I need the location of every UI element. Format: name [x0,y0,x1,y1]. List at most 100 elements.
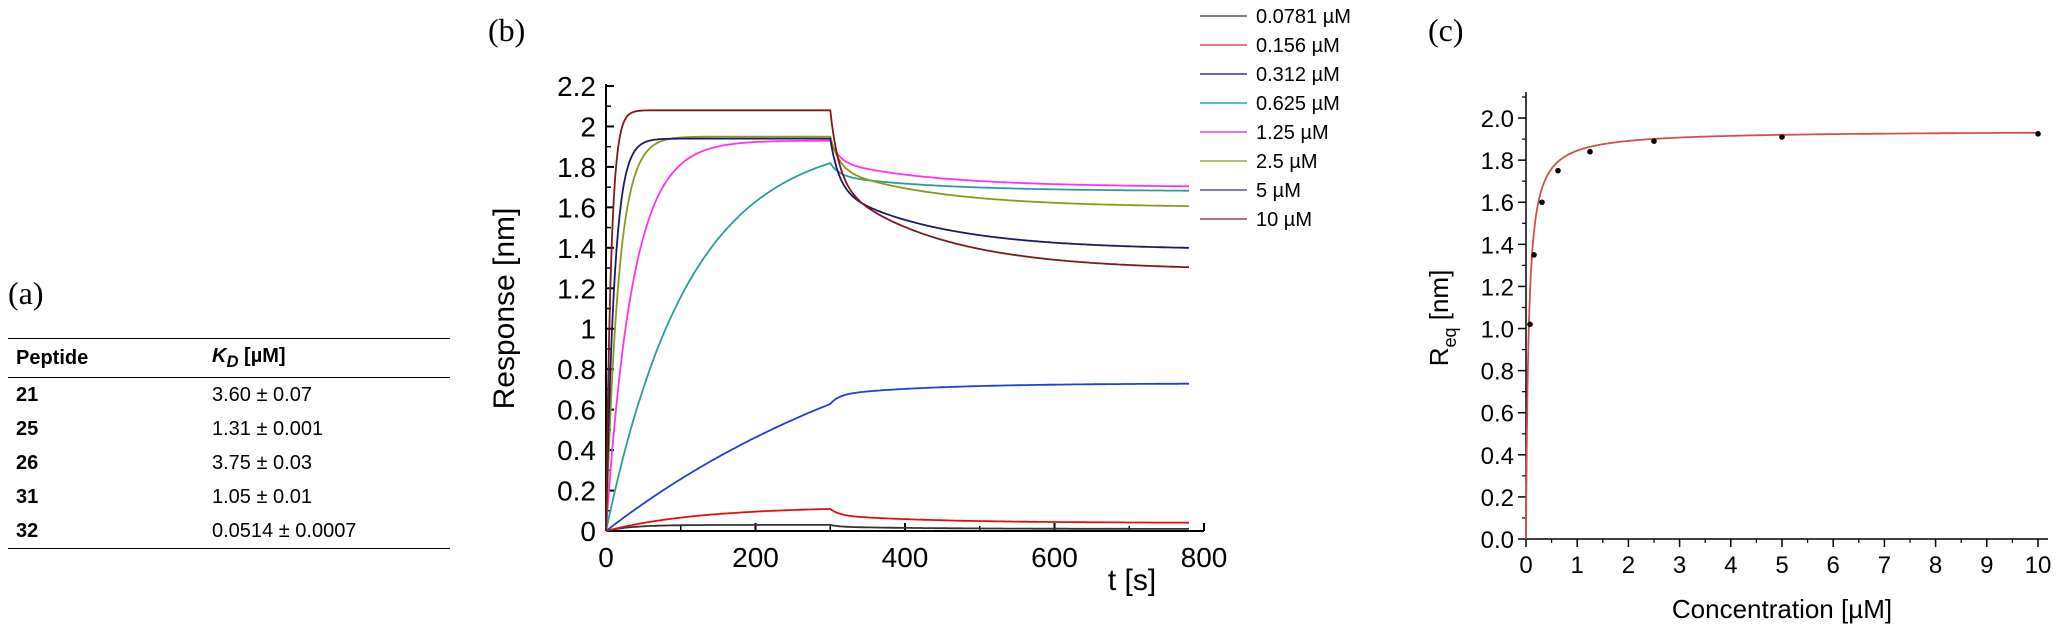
x-tick-label: 800 [1181,542,1228,573]
data-point [1779,134,1785,140]
panel-label-b: (b) [488,12,526,48]
legend-label: 1.25 µM [1256,122,1329,144]
x-tick-label: 9 [1980,552,1993,579]
y-tick-label: 2.2 [557,71,596,102]
cell-peptide: 21 [16,383,39,406]
y-tick-label: 0.2 [1481,485,1514,512]
y-tick-label: 0.0 [1481,527,1514,554]
y-tick-label: 0.8 [557,354,596,385]
legend: 0.0781 µM 0.156 µM 0.312 µM 0.625 µM 1.25 µM… [1200,6,1351,231]
cell-kd: 3.60 ± 0.07 [212,383,312,406]
header-kd-symbol: K [212,344,227,367]
legend-label: 0.156 µM [1256,35,1340,57]
panel-label-a: (a) [8,275,44,311]
cell-kd: 1.31 ± 0.001 [212,417,324,440]
y-tick-label: 0.6 [1481,401,1514,428]
y-tick-label: 1.2 [1481,274,1514,301]
series-line-7 [605,109,1189,532]
y-axis-label: Req [nm] [1424,270,1460,367]
x-axis-label: Concentration [µM] [1672,594,1892,624]
series-line-0 [605,524,1189,532]
y-tick-label: 1.2 [557,273,596,304]
data-point [1587,148,1593,155]
table-row: 21 3.60 ± 0.07 [8,378,450,413]
x-tick-label: 400 [882,542,929,573]
table-row: 25 1.31 ± 0.001 [8,412,450,446]
y-tick-label: 1.4 [1481,232,1514,259]
y-tick-label: 2 [580,111,596,142]
x-tick-label: 5 [1775,552,1788,579]
y-axis-label-unit: [nm] [1424,270,1454,328]
series-line-3 [605,162,1189,532]
cell-kd: 1.05 ± 0.01 [212,485,312,508]
data-point [1539,199,1545,206]
legend-label: 10 µM [1256,209,1312,231]
x-axis-label-end: ] [1885,594,1892,624]
x-tick-label: 2 [1622,552,1635,579]
y-axis-label-main: R [1424,348,1454,367]
y-tick-label: 0.6 [557,395,596,426]
x-axis-label-unit: µM [1848,594,1885,624]
legend-label: 2.5 µM [1256,151,1318,173]
y-tick-label: 0.8 [1481,359,1514,386]
y-axis-label: Response [nm] [488,208,521,410]
x-tick-label: 1 [1571,552,1584,579]
y-tick-label: 1.4 [557,233,596,264]
series-line-2 [605,382,1189,532]
x-tick-label: 200 [732,542,779,573]
table-row: 32 0.0514 ± 0.0007 [8,514,450,549]
legend-label: 5 µM [1256,180,1301,202]
series-line-1 [605,507,1189,532]
x-axis-label: t [s] [1108,564,1156,597]
x-tick-label: 8 [1929,552,1942,579]
y-tick-label: 1 [580,314,596,345]
series-line-4 [605,139,1189,532]
x-tick-label: 600 [1031,542,1078,573]
data-point [1531,252,1537,258]
data-point [1555,167,1561,174]
x-tick-label: 10 [2025,552,2052,579]
series-line-5 [605,135,1189,532]
legend-label: 0.625 µM [1256,93,1340,115]
x-tick-label: 0 [1519,552,1532,579]
y-tick-label: 0.4 [557,435,596,466]
x-tick-label: 7 [1878,552,1891,579]
data-point [2035,131,2041,137]
cell-peptide: 32 [8,514,204,549]
data-point [1651,138,1657,144]
x-tick-label: 3 [1673,552,1686,579]
cell-kd: 3.75 ± 0.03 [212,451,312,474]
cell-kd: 0.0514 ± 0.0007 [204,514,450,549]
legend-label: 0.0781 µM [1256,6,1351,28]
series-line-6 [605,137,1190,532]
cell-peptide: 26 [16,451,39,474]
y-tick-label: 0.4 [1481,443,1514,470]
header-kd-subscript: D [226,351,239,371]
y-tick-label: 2.0 [1481,106,1514,133]
x-tick-label: 0 [598,542,614,573]
y-axis-label-subscript: eq [1440,327,1460,347]
y-tick-label: 0 [580,516,596,547]
binding-isotherm-chart: 0 1 2 3 4 5 6 7 8 9 10 0.0 0.2 0.4 0.6 0.8 1.0 1.2 1.4 1.6 1… [1424,92,2051,624]
x-axis-label-main: Concentration [ [1672,594,1849,624]
y-tick-label: 0.2 [557,476,596,507]
kd-table: Peptide KD [µM] 21 3.60 ± 0.07 25 1.31 ± 0.… [8,338,450,549]
cell-peptide: 31 [16,485,39,508]
y-tick-label: 1.0 [1481,317,1514,344]
table-row: 26 3.75 ± 0.03 [8,446,450,480]
y-tick-label: 1.8 [557,152,596,183]
x-tick-label: 6 [1827,552,1840,579]
table-row: 31 1.05 ± 0.01 [8,480,450,514]
x-tick-label: 4 [1724,552,1737,579]
panel-label-c: (c) [1428,12,1464,48]
header-peptide: Peptide [8,338,204,378]
y-tick-label: 1.6 [557,192,596,223]
fit-curve [1525,131,2038,539]
table-header-row: Peptide KD [µM] [8,338,450,378]
y-tick-label: 1.6 [1481,190,1514,217]
header-kd-unit: [µM] [238,344,286,367]
sensorgram-chart: 0 200 400 600 800 0 0.2 0.4 0.6 0.8 1 1.2 1.4 1.6 1.8 2… [488,6,1351,597]
legend-label: 0.312 µM [1256,64,1340,86]
y-tick-label: 1.8 [1481,148,1514,175]
